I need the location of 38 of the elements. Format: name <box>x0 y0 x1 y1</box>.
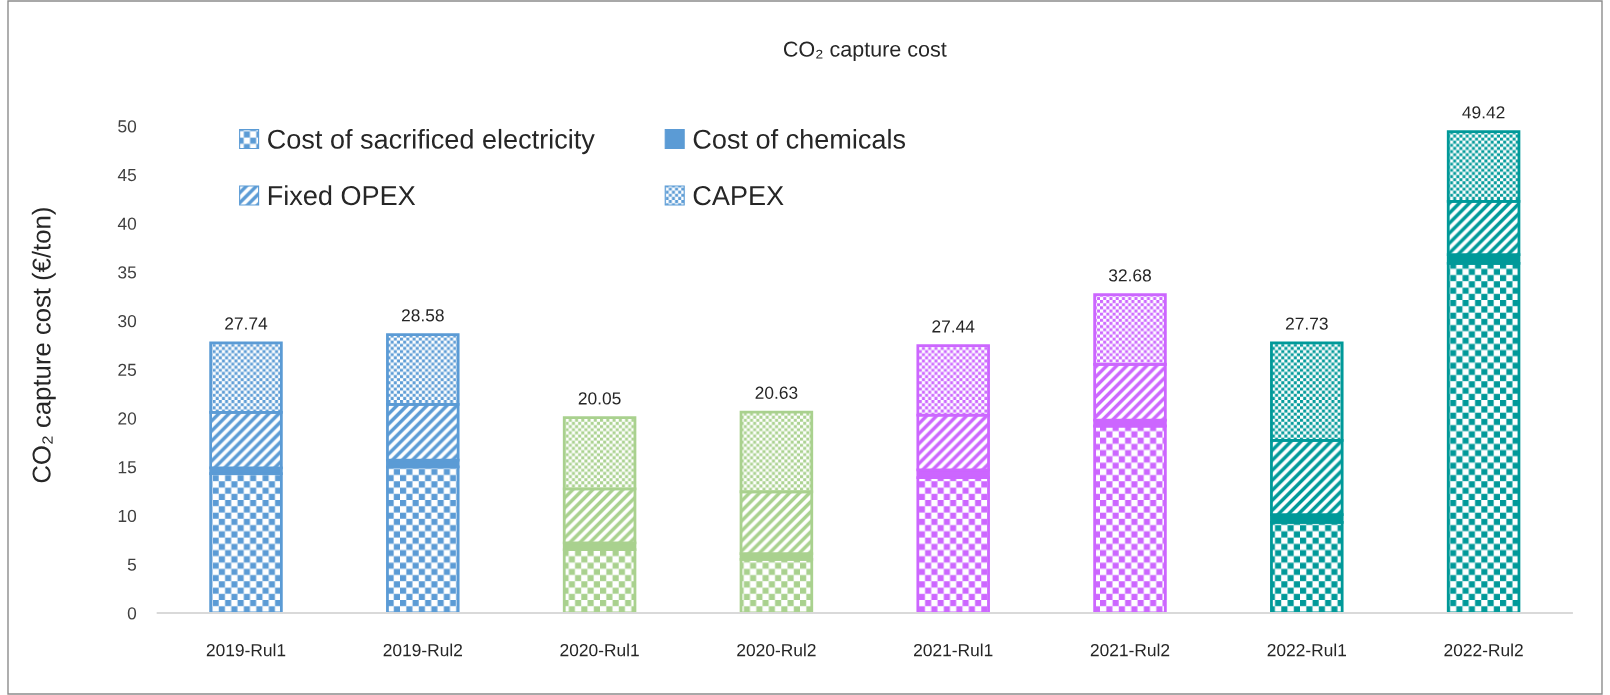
bar <box>739 558 814 613</box>
x-tick-label: 2020-Rul1 <box>560 643 639 657</box>
y-tick-label: 50 <box>118 120 137 133</box>
total-label: 32.68 <box>1108 269 1151 282</box>
total-label: 49.42 <box>1462 106 1505 119</box>
y-tick-label: 40 <box>117 217 137 230</box>
total-label: 27.73 <box>1285 317 1328 330</box>
bar <box>562 548 637 613</box>
y-tick-label: 25 <box>118 363 137 376</box>
y-tick-label: 35 <box>118 266 137 279</box>
total-label: 20.63 <box>755 386 798 399</box>
bar <box>209 472 283 613</box>
total-label: 20.05 <box>578 392 621 405</box>
y-tick-label: 30 <box>118 314 137 328</box>
total-label: 28.58 <box>401 309 444 322</box>
y-axis-title: CO₂ capture cost (€/ton) <box>31 208 56 483</box>
x-tick-label: 2022-Rul1 <box>1267 643 1347 657</box>
x-tick-label: 2019-Rul2 <box>383 643 462 657</box>
x-tick-label: 2021-Rul2 <box>1090 643 1170 657</box>
bar <box>1093 424 1167 613</box>
total-label: 27.44 <box>932 320 975 333</box>
y-tick-label: 20 <box>118 412 137 425</box>
y-tick-label: 15 <box>118 461 137 474</box>
legend-label: Cost of sacrificed electricity <box>268 128 595 155</box>
legend-label: Cost of chemicals <box>693 128 906 149</box>
y-tick-label: 45 <box>117 169 137 182</box>
y-tick-label: 5 <box>127 558 137 571</box>
x-tick-label: 2022-Rul2 <box>1444 643 1523 657</box>
y-tick-label: 0 <box>127 607 137 620</box>
legend-label: CAPEX <box>693 186 784 206</box>
legend-label: Fixed OPEX <box>268 185 416 206</box>
x-tick-label: 2020-Rul2 <box>737 643 816 657</box>
total-label: 27.74 <box>225 317 268 330</box>
y-tick-label: 10 <box>118 509 137 523</box>
x-tick-label: 2021-Rul1 <box>914 643 993 657</box>
chart-title: CO₂ capture cost <box>783 41 947 62</box>
x-tick-label: 2019-Rul1 <box>206 643 286 657</box>
bar <box>386 465 460 613</box>
